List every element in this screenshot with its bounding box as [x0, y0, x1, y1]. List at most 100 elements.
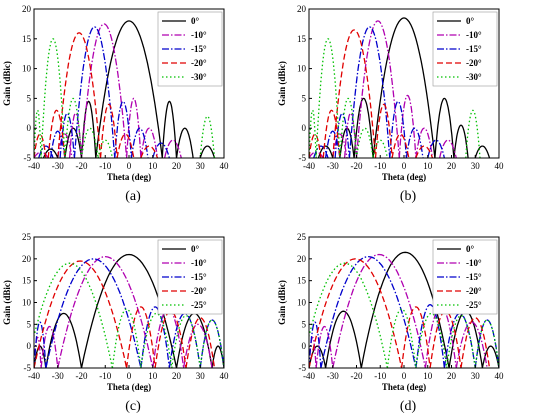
- x-tick-label: 20: [172, 371, 182, 381]
- legend-entry: 0°: [466, 16, 475, 26]
- x-axis-title: Theta (deg): [107, 382, 151, 392]
- panel-caption: (d): [400, 399, 417, 414]
- legend-entry: -20°: [191, 286, 207, 296]
- series-line-3: [38, 26, 171, 158]
- legend-entry: -20°: [191, 58, 207, 68]
- legend-entry: -20°: [466, 286, 482, 296]
- series-line-2: [34, 255, 213, 368]
- y-axis-title: Gain (dBic): [277, 61, 287, 106]
- legend-entry: 0°: [466, 244, 475, 254]
- y-tick-label: 20: [22, 4, 32, 14]
- series-line-2: [309, 253, 488, 368]
- x-tick-label: 10: [148, 371, 158, 381]
- legend-entry: -25°: [466, 300, 482, 310]
- panel-caption: (b): [400, 189, 417, 204]
- series-line-4: [34, 32, 159, 158]
- x-tick-label: 0: [127, 161, 132, 171]
- legend-entry: -30°: [466, 72, 482, 82]
- y-tick-label: 15: [297, 276, 307, 286]
- series-line-4: [34, 260, 216, 368]
- series-line-3: [309, 255, 499, 368]
- y-tick-label: 0: [27, 123, 32, 133]
- plot-area: [34, 253, 224, 368]
- x-tick-label: 20: [172, 161, 182, 171]
- x-tick-label: 30: [471, 161, 481, 171]
- x-tick-label: -40: [303, 161, 315, 171]
- x-tick-label: 30: [196, 161, 206, 171]
- y-tick-label: -5: [24, 363, 32, 373]
- y-tick-label: 0: [302, 123, 307, 133]
- y-tick-label: 5: [302, 93, 307, 103]
- x-tick-label: 30: [196, 371, 206, 381]
- plot-area: [309, 17, 491, 158]
- x-tick-label: 10: [423, 371, 433, 381]
- series-line-1: [309, 251, 499, 368]
- y-tick-label: -5: [24, 153, 32, 163]
- x-tick-label: -40: [28, 161, 40, 171]
- x-tick-label: 40: [495, 161, 505, 171]
- y-tick-label: 10: [297, 64, 307, 74]
- y-tick-label: 25: [297, 232, 307, 242]
- x-tick-label: 20: [447, 161, 457, 171]
- x-axis-title: Theta (deg): [107, 172, 151, 182]
- y-tick-label: 5: [302, 319, 307, 329]
- x-tick-label: 40: [220, 371, 230, 381]
- chart-panel-b: -40 -30 -20 -10 0 10 20 30 40 -5 0 5 10 15 20 Theta (de…: [277, 4, 504, 204]
- y-tick-label: 15: [22, 276, 32, 286]
- series-line-5: [309, 38, 481, 158]
- legend-entry: -15°: [191, 272, 207, 282]
- series-line-4: [309, 258, 491, 368]
- series-line-1: [42, 20, 216, 158]
- legend-entry: -30°: [191, 72, 207, 82]
- series-line-5: [34, 262, 224, 368]
- x-tick-label: -40: [28, 371, 40, 381]
- x-tick-label: 0: [402, 371, 407, 381]
- legend-entry: -20°: [466, 58, 482, 68]
- y-axis-title: Gain (dBic): [2, 61, 12, 106]
- y-tick-label: 20: [297, 254, 307, 264]
- y-tick-label: 5: [27, 93, 32, 103]
- series-line-5: [309, 262, 499, 368]
- x-tick-label: -30: [52, 161, 64, 171]
- y-tick-label: 10: [297, 298, 307, 308]
- y-tick-label: 10: [22, 298, 32, 308]
- plot-area: [309, 251, 499, 368]
- legend-entry: -15°: [466, 44, 482, 54]
- x-tick-label: -10: [374, 371, 386, 381]
- panel-caption: (c): [125, 399, 141, 414]
- legend-entry: -10°: [466, 258, 482, 268]
- legend-entry: -10°: [466, 30, 482, 40]
- x-tick-label: -10: [374, 161, 386, 171]
- series-line-4: [309, 29, 434, 158]
- plot-area: [34, 20, 216, 158]
- series-line-3: [313, 26, 446, 158]
- x-tick-label: 0: [402, 161, 407, 171]
- x-tick-label: 40: [495, 371, 505, 381]
- y-tick-label: 25: [22, 232, 32, 242]
- x-tick-label: -20: [351, 161, 363, 171]
- x-tick-label: -20: [76, 371, 88, 381]
- chart-panel-a: -40 -30 -20 -10 0 10 20 30 40 -5 0 5 10 15 20 Theta (de…: [2, 4, 229, 204]
- chart-panel-d: -40 -30 -20 -10 0 10 20 30 40 -5 0 5 10 15 20 25 Theta (…: [277, 232, 504, 414]
- x-tick-label: 0: [127, 371, 132, 381]
- x-tick-label: 10: [423, 161, 433, 171]
- x-tick-label: -30: [52, 371, 64, 381]
- legend-entry: -10°: [191, 258, 207, 268]
- x-tick-label: -10: [99, 161, 111, 171]
- x-tick-label: -10: [99, 371, 111, 381]
- y-tick-label: 15: [22, 34, 32, 44]
- legend-entry: -15°: [466, 272, 482, 282]
- y-tick-label: 0: [27, 341, 32, 351]
- y-tick-label: 10: [22, 64, 32, 74]
- y-tick-label: -5: [299, 363, 307, 373]
- x-tick-label: 40: [220, 161, 230, 171]
- x-tick-label: 20: [447, 371, 457, 381]
- y-tick-label: 15: [297, 34, 307, 44]
- x-tick-label: 30: [471, 371, 481, 381]
- legend-entry: 0°: [191, 244, 200, 254]
- legend-entry: -10°: [191, 30, 207, 40]
- legend-entry: -15°: [191, 44, 207, 54]
- x-tick-label: -30: [327, 161, 339, 171]
- series-line-5: [34, 38, 216, 158]
